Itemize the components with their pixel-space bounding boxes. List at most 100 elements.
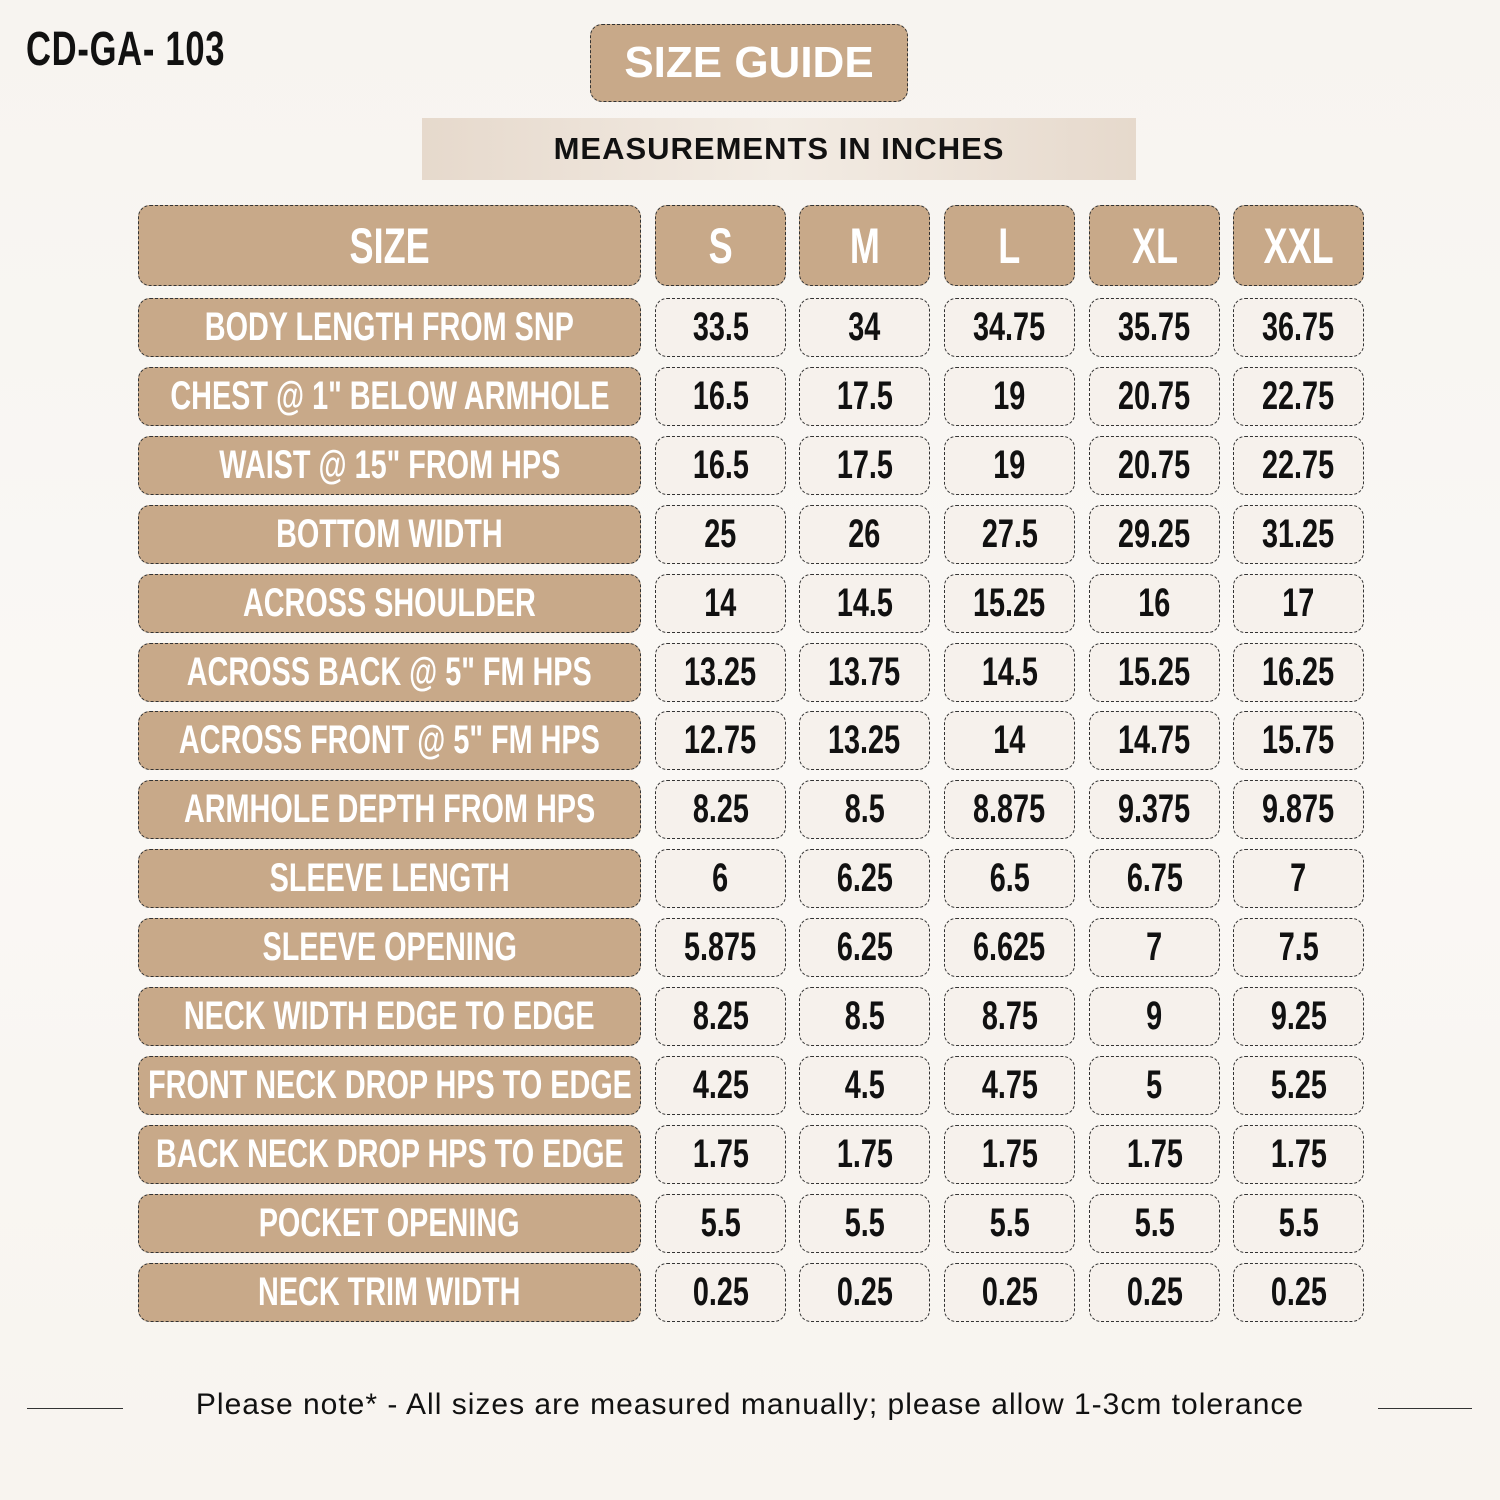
measurement-cell: 9.375 [1089, 780, 1220, 840]
measurement-cell-text: 26 [848, 511, 881, 556]
measurement-unit-banner: MEASUREMENTS IN INCHES [422, 118, 1136, 180]
row-label-text: BACK NECK DROP HPS TO EDGE [155, 1131, 624, 1176]
measurement-cell: 1.75 [944, 1124, 1075, 1184]
measurement-cell: 1.75 [1089, 1124, 1220, 1184]
header-m-text: M [849, 217, 880, 274]
row-label: SLEEVE OPENING [138, 918, 641, 978]
measurement-cell-text: 4.5 [844, 1062, 885, 1107]
measurement-cell-text: 20.75 [1118, 373, 1191, 418]
measurement-cell: 8.25 [655, 987, 786, 1046]
measurement-cell: 0.25 [799, 1262, 930, 1322]
measurement-cell: 4.25 [655, 1055, 786, 1115]
measurement-cell-text: 9.25 [1270, 994, 1327, 1038]
measurement-cell: 5.5 [1233, 1193, 1364, 1253]
row-label-text: ARMHOLE DEPTH FROM HPS [183, 787, 596, 832]
measurement-cell: 14.5 [944, 642, 1075, 702]
measurement-cell: 20.75 [1089, 366, 1220, 426]
measurement-cell-text: 13.25 [684, 649, 757, 694]
measurement-cell-text: 19 [993, 373, 1026, 418]
row-label: SLEEVE LENGTH [138, 849, 641, 909]
row-label: CHEST @ 1" BELOW ARMHOLE [138, 366, 641, 426]
measurement-cell: 8.875 [944, 780, 1075, 840]
measurement-cell: 17 [1233, 573, 1364, 633]
row-label: NECK TRIM WIDTH [138, 1262, 641, 1322]
measurement-cell: 14.5 [799, 573, 930, 633]
divider-right [1378, 1408, 1472, 1409]
measurement-cell: 13.75 [799, 642, 930, 702]
header-xxl-text: XXL [1263, 217, 1334, 274]
measurement-cell-text: 17.5 [836, 442, 893, 487]
measurement-cell: 8.25 [655, 780, 786, 840]
measurement-cell: 16 [1089, 573, 1220, 633]
measurement-cell: 5.875 [655, 918, 786, 978]
measurement-cell: 14 [655, 573, 786, 633]
measurement-cell: 4.5 [799, 1055, 930, 1115]
measurement-cell: 5.25 [1233, 1055, 1364, 1115]
measurement-cell-text: 14 [993, 718, 1026, 763]
measurement-cell: 4.75 [944, 1055, 1075, 1115]
measurement-cell: 34.75 [944, 298, 1075, 357]
row-label: POCKET OPENING [138, 1193, 641, 1253]
measurement-cell: 5.5 [944, 1193, 1075, 1253]
measurement-cell-text: 1.75 [1270, 1131, 1327, 1176]
measurement-cell: 8.5 [799, 987, 930, 1046]
measurement-cell: 6 [655, 849, 786, 909]
measurement-cell-text: 5.5 [700, 1200, 741, 1245]
tolerance-note: Please note* - All sizes are measured ma… [0, 1388, 1500, 1422]
measurement-cell: 6.5 [944, 849, 1075, 909]
row-label-text: FRONT NECK DROP HPS TO EDGE [147, 1062, 632, 1107]
row-label-text: SLEEVE OPENING [262, 925, 517, 970]
measurement-cell-text: 5 [1146, 1062, 1163, 1107]
measurement-cell: 6.75 [1089, 849, 1220, 909]
measurement-cell: 19 [944, 366, 1075, 426]
measurement-cell-text: 17.5 [836, 373, 893, 418]
measurement-cell-text: 7.5 [1278, 925, 1319, 970]
measurement-cell-text: 8.25 [692, 787, 749, 832]
measurement-cell-text: 33.5 [692, 305, 749, 349]
measurement-cell-text: 5.875 [684, 925, 757, 970]
measurement-cell-text: 1.75 [692, 1131, 749, 1176]
measurement-cell: 16.25 [1233, 642, 1364, 702]
measurement-cell: 34 [799, 298, 930, 357]
measurement-cell-text: 5.5 [1134, 1200, 1175, 1245]
header-size-text: SIZE [349, 217, 430, 274]
measurement-cell: 8.75 [944, 987, 1075, 1046]
row-label: ARMHOLE DEPTH FROM HPS [138, 780, 641, 840]
measurement-cell-text: 7 [1290, 856, 1307, 901]
row-label-text: SLEEVE LENGTH [269, 856, 510, 901]
measurement-cell: 7 [1233, 849, 1364, 909]
measurement-cell: 22.75 [1233, 366, 1364, 426]
measurement-cell-text: 13.25 [828, 718, 901, 763]
measurement-cell: 17.5 [799, 435, 930, 495]
measurement-cell: 27.5 [944, 504, 1075, 564]
measurement-cell-text: 36.75 [1262, 305, 1335, 349]
header-s: S [655, 205, 786, 286]
measurement-cell-text: 19 [993, 442, 1026, 487]
measurement-cell: 14 [944, 711, 1075, 771]
row-label-text: ACROSS SHOULDER [243, 580, 536, 625]
measurement-cell-text: 13.75 [828, 649, 901, 694]
measurement-cell: 0.25 [944, 1262, 1075, 1322]
row-label-text: ACROSS FRONT @ 5" FM HPS [179, 718, 600, 763]
measurement-cell: 22.75 [1233, 435, 1364, 495]
measurement-cell-text: 0.25 [1270, 1269, 1327, 1314]
measurement-cell: 0.25 [1233, 1262, 1364, 1322]
row-label-text: POCKET OPENING [259, 1200, 520, 1245]
measurement-cell-text: 25 [704, 511, 737, 556]
header-xl: XL [1089, 205, 1220, 286]
row-label: ACROSS BACK @ 5" FM HPS [138, 642, 641, 702]
measurement-cell-text: 29.25 [1118, 511, 1191, 556]
row-label: ACROSS SHOULDER [138, 573, 641, 633]
measurement-cell-text: 8.5 [844, 787, 885, 832]
header-s-text: S [708, 217, 733, 274]
header-l-text: L [998, 217, 1021, 274]
measurement-cell-text: 6 [712, 856, 729, 901]
measurement-cell-text: 16.5 [692, 373, 749, 418]
measurement-cell-text: 14.5 [981, 649, 1038, 694]
measurement-cell-text: 9 [1146, 994, 1163, 1038]
measurement-cell-text: 0.25 [1126, 1269, 1183, 1314]
measurement-cell-text: 14 [704, 580, 737, 625]
row-label: NECK WIDTH EDGE TO EDGE [138, 987, 641, 1046]
header-l: L [944, 205, 1075, 286]
measurement-cell-text: 9.375 [1118, 787, 1191, 832]
